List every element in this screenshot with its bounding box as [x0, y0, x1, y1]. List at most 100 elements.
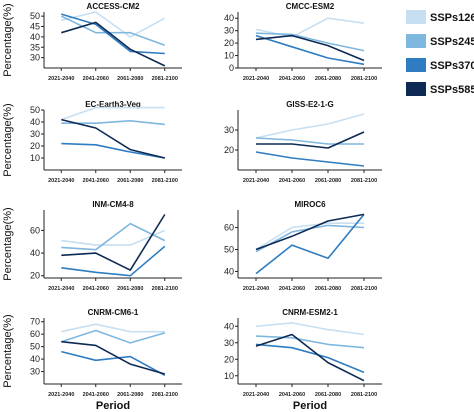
legend-swatch-ssps126: [406, 10, 426, 24]
y-axis-label: Percentage(%): [2, 3, 14, 76]
x-tick-label: 2041-2060: [279, 76, 305, 82]
x-tick-label: 2061-2080: [117, 76, 143, 82]
x-tick-label: 2041-2060: [83, 286, 109, 292]
x-tick-label: 2041-2060: [279, 286, 305, 292]
y-tick-label: 30: [30, 129, 40, 139]
legend: SSPs126 SSPs245 SSPs370 SSPs585: [406, 10, 474, 96]
x-tick-label: 2041-2060: [83, 392, 109, 398]
series-line-ssps245: [61, 329, 166, 344]
x-tick-label: 2061-2080: [117, 392, 143, 398]
x-tick-label: 2021-2040: [243, 286, 269, 292]
y-tick-label: 20: [224, 38, 234, 48]
series-line-ssps126: [255, 113, 365, 139]
y-tick-label: 30: [224, 125, 234, 135]
y-tick-label: 70: [30, 317, 40, 327]
x-tick-label: 2081-2100: [152, 76, 178, 82]
x-tick-label: 2021-2040: [243, 76, 269, 82]
y-tick-label: 30: [224, 26, 234, 36]
panel-title: MIROC6: [294, 200, 326, 209]
y-axis-label: Percentage(%): [2, 207, 14, 280]
x-tick-label: 2021-2040: [48, 286, 74, 292]
x-tick-label: 2081-2100: [351, 178, 377, 184]
panel-title: EC-Earth3-Veg: [85, 100, 141, 109]
series-line-ssps585: [61, 214, 166, 271]
x-tick-label: 2021-2040: [48, 392, 74, 398]
y-axis-label: Percentage(%): [2, 103, 14, 176]
y-tick-label: 30: [30, 367, 40, 377]
panel-title: CNRM-CM6-1: [88, 308, 139, 317]
x-axis-label: Period: [293, 400, 327, 412]
y-tick-label: 60: [30, 225, 40, 235]
x-tick-label: 2061-2080: [117, 178, 143, 184]
y-tick-label: 10: [224, 51, 234, 61]
series-line-ssps126: [61, 106, 165, 121]
series-line-ssps370: [61, 142, 165, 159]
y-tick-label: 20: [30, 141, 40, 151]
panel-title: CMCC-ESM2: [286, 2, 335, 11]
x-tick-label: 2021-2040: [243, 178, 269, 184]
panel-cnrm-esm2-1: CNRM-ESM2-1 10 20 30 40 2021-2040 2041-2060 206…: [224, 308, 382, 398]
y-tick-label: 45: [30, 22, 40, 32]
series-line-ssps370: [255, 151, 365, 167]
y-tick-label: 40: [224, 321, 234, 331]
legend-label: SSPs370: [430, 60, 474, 72]
x-tick-label: 2081-2100: [152, 392, 178, 398]
x-tick-label: 2021-2040: [48, 76, 74, 82]
y-tick-label: 50: [30, 11, 40, 21]
series-line-ssps245: [255, 32, 365, 52]
series-line-ssps126: [255, 322, 365, 336]
series-line-ssps245: [61, 222, 166, 251]
series-line-ssps245: [60, 15, 166, 46]
x-tick-label: 2081-2100: [351, 392, 377, 398]
x-tick-label: 2081-2100: [351, 286, 377, 292]
panel-cmcc-esm2: CMCC-ESM2 0 10 20 30 40 2021-2040 2041-2060 2061…: [224, 2, 382, 82]
legend-label: SSPs245: [430, 36, 474, 48]
x-tick-label: 2081-2100: [351, 76, 377, 82]
series-line-ssps585: [61, 118, 165, 159]
y-tick-label: 10: [224, 371, 234, 381]
y-axis-label: Percentage(%): [2, 314, 14, 387]
y-tick-label: 40: [224, 266, 234, 276]
panel-title: CNRM-ESM2-1: [282, 308, 338, 317]
y-tick-label: 40: [30, 117, 40, 127]
panel-giss-e2-1-g: GISS-E2-1-G 20 30 2021-2040 2041-2060 2061-20…: [224, 100, 382, 184]
series-line-ssps370: [61, 350, 166, 377]
panel-ec-earth3-veg: EC-Earth3-Veg 10 20 30 40 50 2021-2040 2041-206…: [2, 100, 182, 184]
series-line-ssps245: [255, 137, 364, 145]
series-line-ssps126: [61, 229, 166, 246]
series-line-ssps245: [255, 335, 365, 349]
panel-title: GISS-E2-1-G: [286, 100, 334, 109]
series-line-ssps126: [255, 222, 364, 251]
x-tick-label: 2061-2080: [315, 392, 341, 398]
x-tick-label: 2041-2060: [279, 178, 305, 184]
x-tick-label: 2021-2040: [243, 392, 269, 398]
y-tick-label: 50: [30, 105, 40, 115]
series-line-ssps370: [255, 343, 365, 374]
y-tick-label: 50: [224, 244, 234, 254]
x-tick-label: 2041-2060: [83, 76, 109, 82]
y-tick-label: 60: [30, 329, 40, 339]
series-line-ssps585: [256, 131, 365, 149]
series-line-ssps585: [255, 34, 365, 62]
y-tick-label: 20: [224, 354, 234, 364]
y-tick-label: 30: [224, 338, 234, 348]
series-line-ssps126: [61, 11, 166, 38]
legend-label: SSPs585: [430, 84, 474, 96]
y-tick-label: 40: [30, 354, 40, 364]
series-line-ssps370: [61, 245, 166, 277]
y-tick-label: 20: [30, 271, 40, 281]
series-line-ssps585: [255, 333, 365, 382]
x-tick-label: 2081-2100: [152, 178, 178, 184]
x-tick-label: 2061-2080: [315, 286, 341, 292]
panel-inm-cm4-8: INM-CM4-8 20 40 60 2021-2040 2041-2060 2061-20…: [2, 200, 182, 292]
legend-swatch-ssps585: [406, 82, 426, 96]
y-tick-label: 30: [30, 53, 40, 63]
y-tick-label: 35: [30, 42, 40, 52]
x-tick-label: 2081-2100: [152, 286, 178, 292]
series-line-ssps585: [61, 21, 166, 67]
x-tick-label: 2021-2040: [48, 178, 74, 184]
y-tick-label: 40: [224, 13, 234, 23]
panel-title: INM-CM4-8: [92, 200, 134, 209]
